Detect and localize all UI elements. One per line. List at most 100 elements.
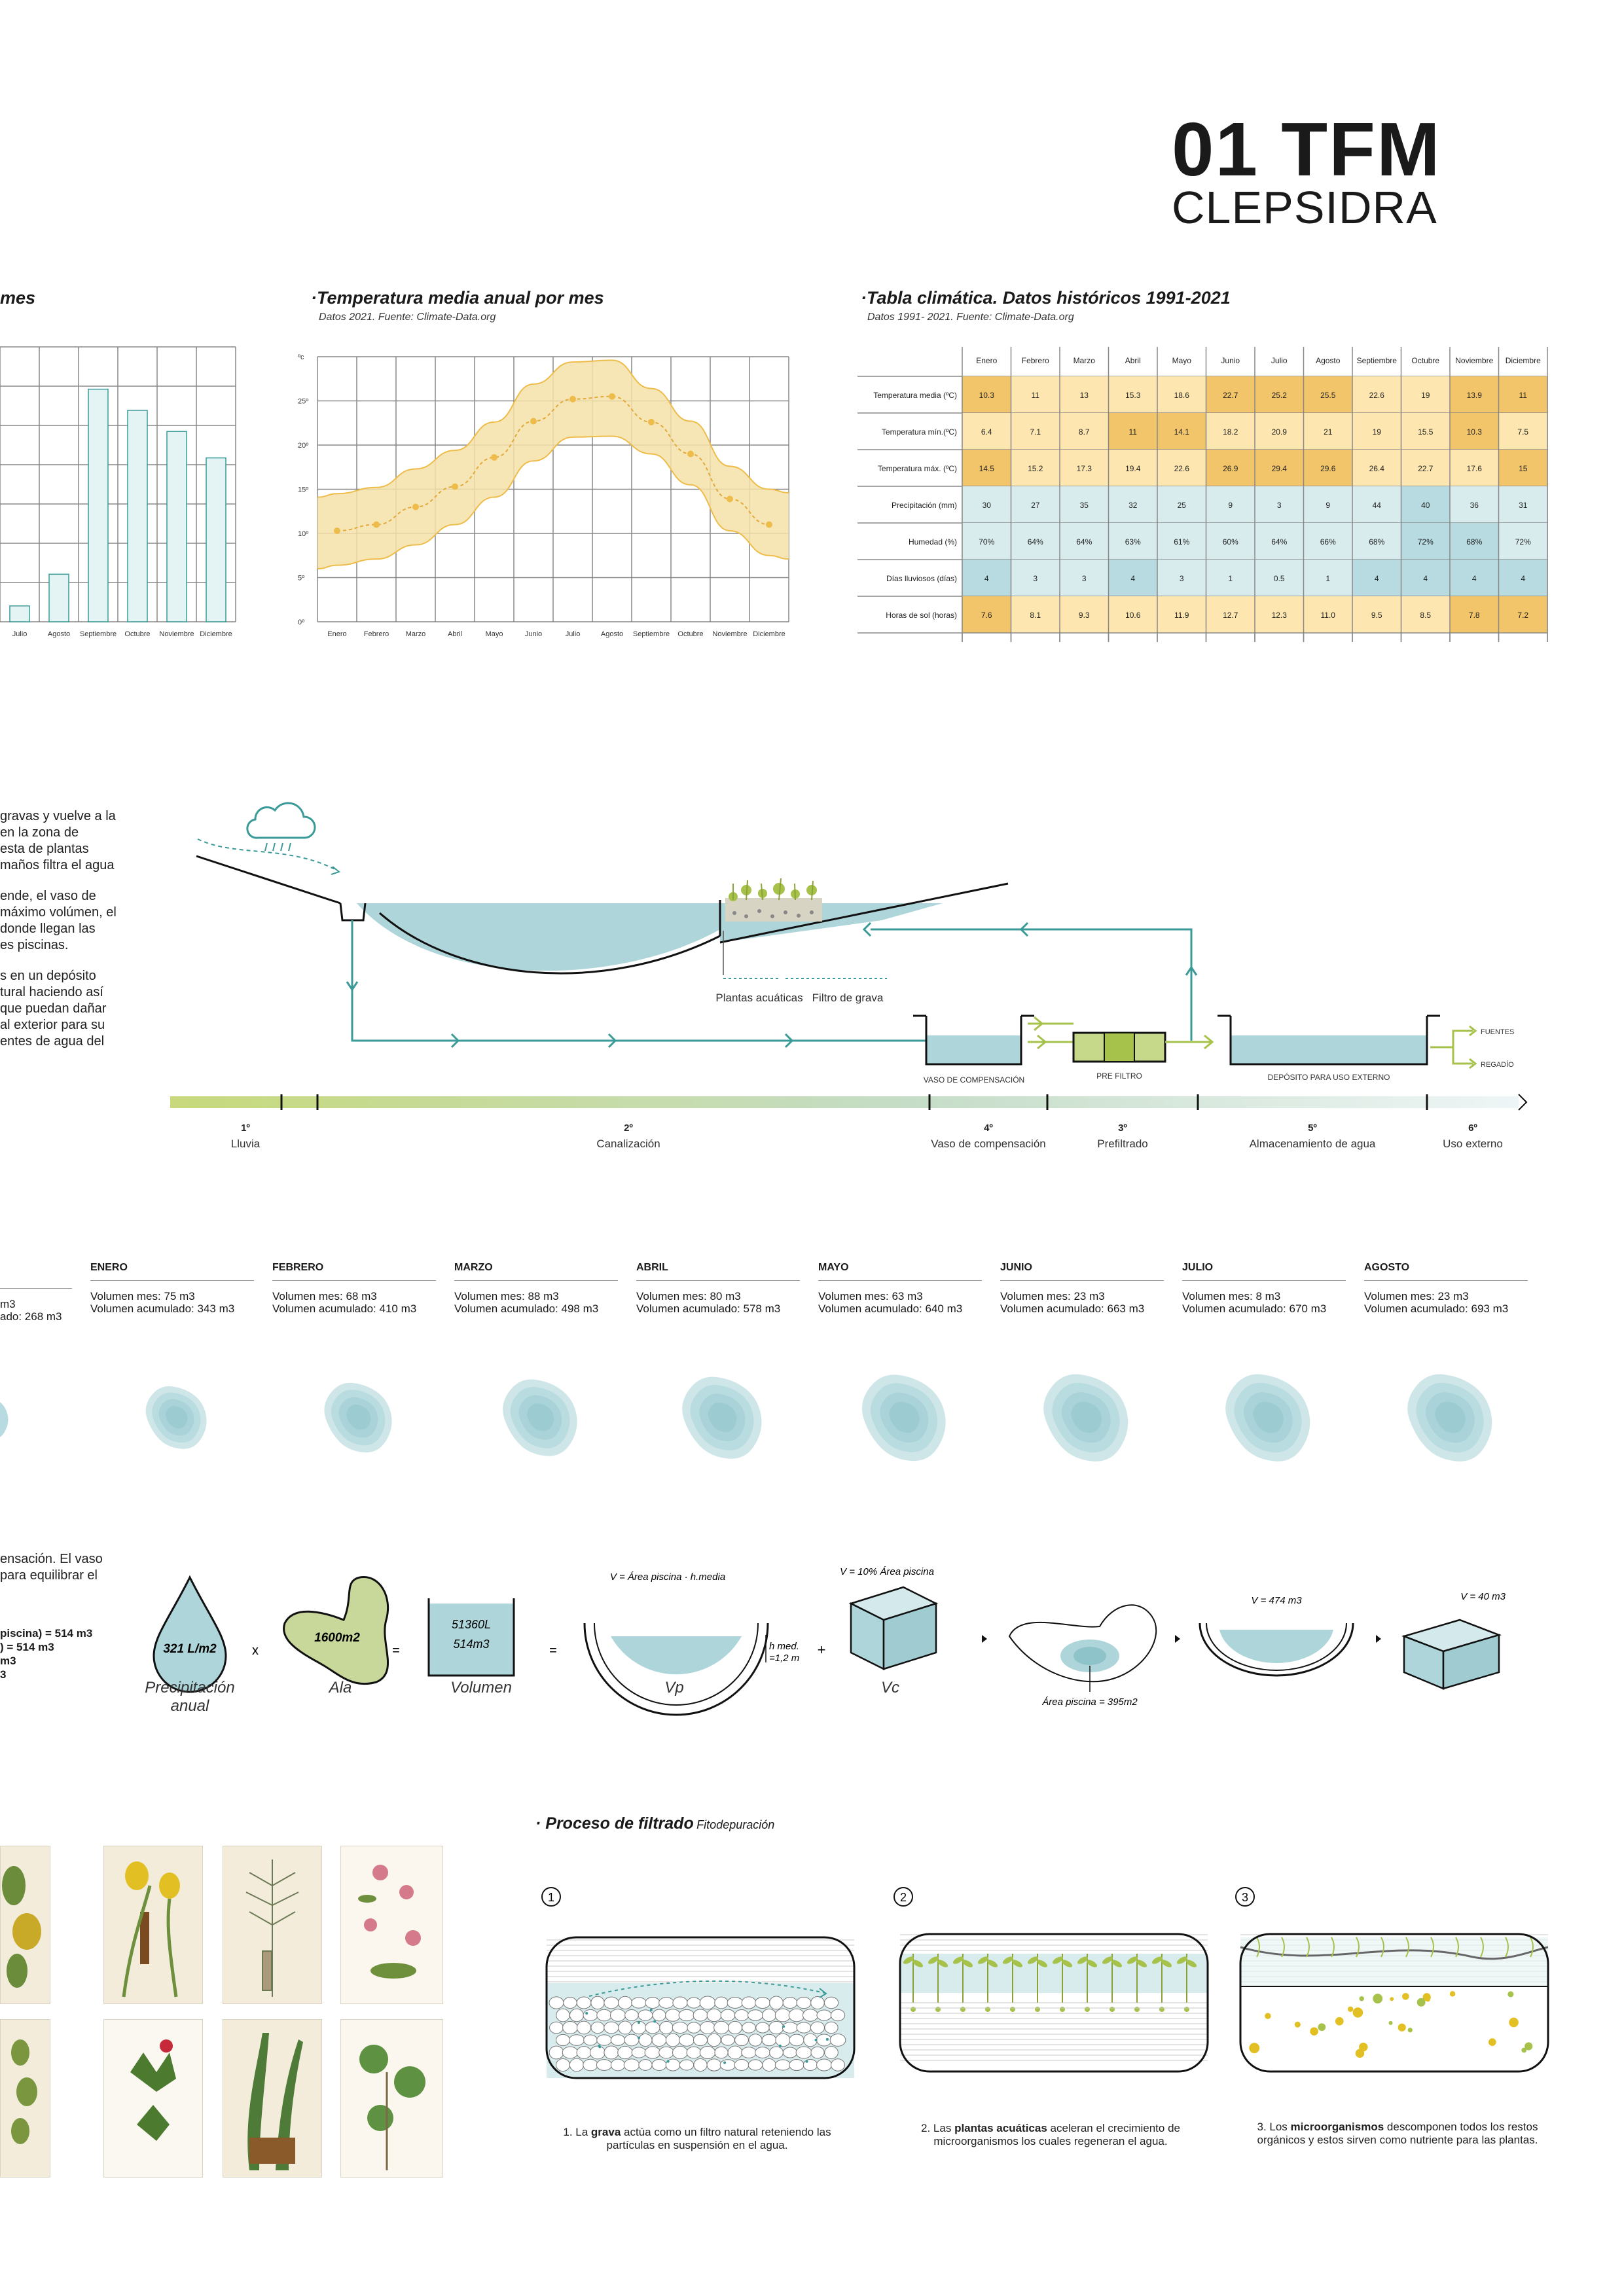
gravel-pebble xyxy=(734,2059,749,2071)
ala-shape-icon xyxy=(283,1576,389,1685)
table-cell-value: 22.6 xyxy=(1369,391,1385,400)
gravel-pebble xyxy=(823,1996,839,2009)
table-cell xyxy=(1108,376,1157,413)
filter-step-1-caption: 1. La grava actúa como un filtro natural… xyxy=(563,2126,831,2151)
table-cell xyxy=(1255,523,1304,560)
filter-step-2-diagram: 2 xyxy=(893,1887,1209,2073)
plant-leaf xyxy=(1136,1960,1147,1967)
table-cell xyxy=(1303,486,1352,523)
temp-mean-point xyxy=(648,418,655,425)
precip-bar xyxy=(127,410,148,622)
gravel-pebble xyxy=(789,2058,804,2072)
gravel-pebble xyxy=(714,2046,729,2059)
microorganism xyxy=(1402,1992,1409,2000)
gravel-pebble xyxy=(679,2059,695,2071)
plant-leaf xyxy=(1036,1960,1048,1967)
gravel-pebble xyxy=(556,2058,570,2072)
gravel-pebble xyxy=(687,2022,701,2034)
temp-chart-title: ·Temperatura media anual por mes xyxy=(311,288,604,308)
table-cell xyxy=(1401,486,1450,523)
table-cell-value: 7.5 xyxy=(1517,427,1528,437)
particle-dot xyxy=(653,2020,657,2023)
filter-diagrams: 1 2 3 xyxy=(541,1887,1549,2079)
table-cell-value: 12.3 xyxy=(1272,611,1288,620)
plant-leaf xyxy=(1127,1956,1138,1964)
table-cell xyxy=(1011,413,1060,450)
table-cell xyxy=(1352,523,1401,560)
table-row-label: Horas de sol (horas) xyxy=(886,611,957,620)
table-month-header: Julio xyxy=(1271,356,1288,365)
particle-dot xyxy=(649,2008,653,2011)
plant-leaf xyxy=(1077,1956,1089,1964)
temp-mean-point xyxy=(766,521,772,528)
partial-month-mes: m3 xyxy=(0,1298,16,1310)
gravel-pebble xyxy=(728,2020,742,2035)
gravel-pebble xyxy=(604,1996,619,2009)
gravel-pebble xyxy=(617,2045,633,2060)
volume-blobs xyxy=(0,1374,1492,1462)
table-cell xyxy=(1060,596,1109,633)
table-cell xyxy=(1011,376,1060,413)
microorganism xyxy=(1249,2043,1260,2054)
month-accumulated: Volumen acumulado: 663 m3 xyxy=(1000,1302,1145,1315)
table-cell-value: 72% xyxy=(1515,537,1531,547)
table-cell xyxy=(1206,523,1255,560)
plant-leaf xyxy=(1002,1956,1014,1964)
table-cell xyxy=(1352,413,1401,450)
gravel-pebble xyxy=(568,2034,585,2046)
gravel-pebble xyxy=(803,2009,818,2022)
table-cell-value: 70% xyxy=(979,537,994,547)
gravel-pebble xyxy=(748,2059,763,2071)
microorganism xyxy=(1310,2027,1318,2036)
table-cell xyxy=(1206,450,1255,486)
cloud-icon xyxy=(246,802,316,852)
compensation-tank-label: VASO DE COMPENSACIÓN xyxy=(924,1075,1024,1085)
particle-dot xyxy=(666,2060,670,2063)
temp-mean-point xyxy=(609,393,615,400)
temp-chart: ºc 0º 5º 10º 15º 20º 25º Enero Febrero Marzo Abril… xyxy=(298,353,789,638)
temp-month-label: Marzo xyxy=(406,630,426,638)
plant-leaf xyxy=(1027,1956,1039,1964)
precip-bar xyxy=(88,388,109,622)
calc-formula-line: 3 xyxy=(0,1668,7,1681)
gravel-pebble xyxy=(693,2009,708,2022)
gravel-pebble xyxy=(576,2046,592,2059)
temp-month-label: Abril xyxy=(448,630,462,638)
table-month-header: Noviembre xyxy=(1455,356,1493,365)
temp-month-label: Septiembre xyxy=(633,630,670,638)
table-cell-value: 25 xyxy=(1178,501,1187,510)
aquatic-plants-icon xyxy=(725,878,822,922)
table-cell-value: 11.0 xyxy=(1321,611,1336,620)
table-cell-value: 4 xyxy=(1130,574,1135,583)
gravel-pebble xyxy=(596,2034,612,2046)
precip-chart: Julio Agosto Septiembre Octubre Noviembre Dic… xyxy=(0,346,236,638)
filter-step-2-number: 2 xyxy=(900,1891,907,1904)
table-cell-value: 8.5 xyxy=(1420,611,1431,620)
temp-tick-label: 10º xyxy=(298,530,308,538)
gravel-pebble xyxy=(686,2046,702,2059)
gravel-pebble xyxy=(556,2008,570,2022)
temp-tick-label: 25º xyxy=(298,398,308,406)
temp-mean-point xyxy=(452,483,458,490)
volume-blob-ring xyxy=(708,1402,737,1432)
table-cell-value: 18.2 xyxy=(1223,427,1238,437)
microorganism xyxy=(1449,1991,1456,1997)
plant-illustration xyxy=(103,1846,203,2004)
table-cell xyxy=(1498,523,1547,560)
filter-step-3-caption: 3. Los microorganismos descomponen todos… xyxy=(1257,2121,1538,2146)
plant-leaf xyxy=(928,1956,939,1964)
volume-blob-ring xyxy=(1253,1401,1284,1433)
gravel-pebble xyxy=(645,1997,660,2009)
table-cell-value: 4 xyxy=(1472,574,1477,583)
plant-leaf xyxy=(1151,1956,1163,1964)
microorganism xyxy=(1359,1996,1364,2001)
table-cell xyxy=(1060,376,1109,413)
precip-month-label: Agosto xyxy=(48,630,70,638)
table-cell-value: 32 xyxy=(1128,501,1138,510)
plant-leaf xyxy=(912,1960,924,1967)
microorganism xyxy=(1318,2023,1326,2032)
month-volume: Volumen mes: 23 m3 xyxy=(1000,1290,1105,1302)
month-name: JULIO xyxy=(1182,1262,1214,1273)
gravel-pebble xyxy=(699,2046,716,2059)
table-cell xyxy=(1108,523,1157,560)
